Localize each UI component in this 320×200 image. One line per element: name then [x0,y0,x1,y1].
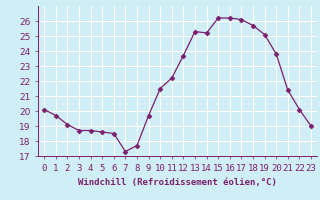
X-axis label: Windchill (Refroidissement éolien,°C): Windchill (Refroidissement éolien,°C) [78,178,277,187]
